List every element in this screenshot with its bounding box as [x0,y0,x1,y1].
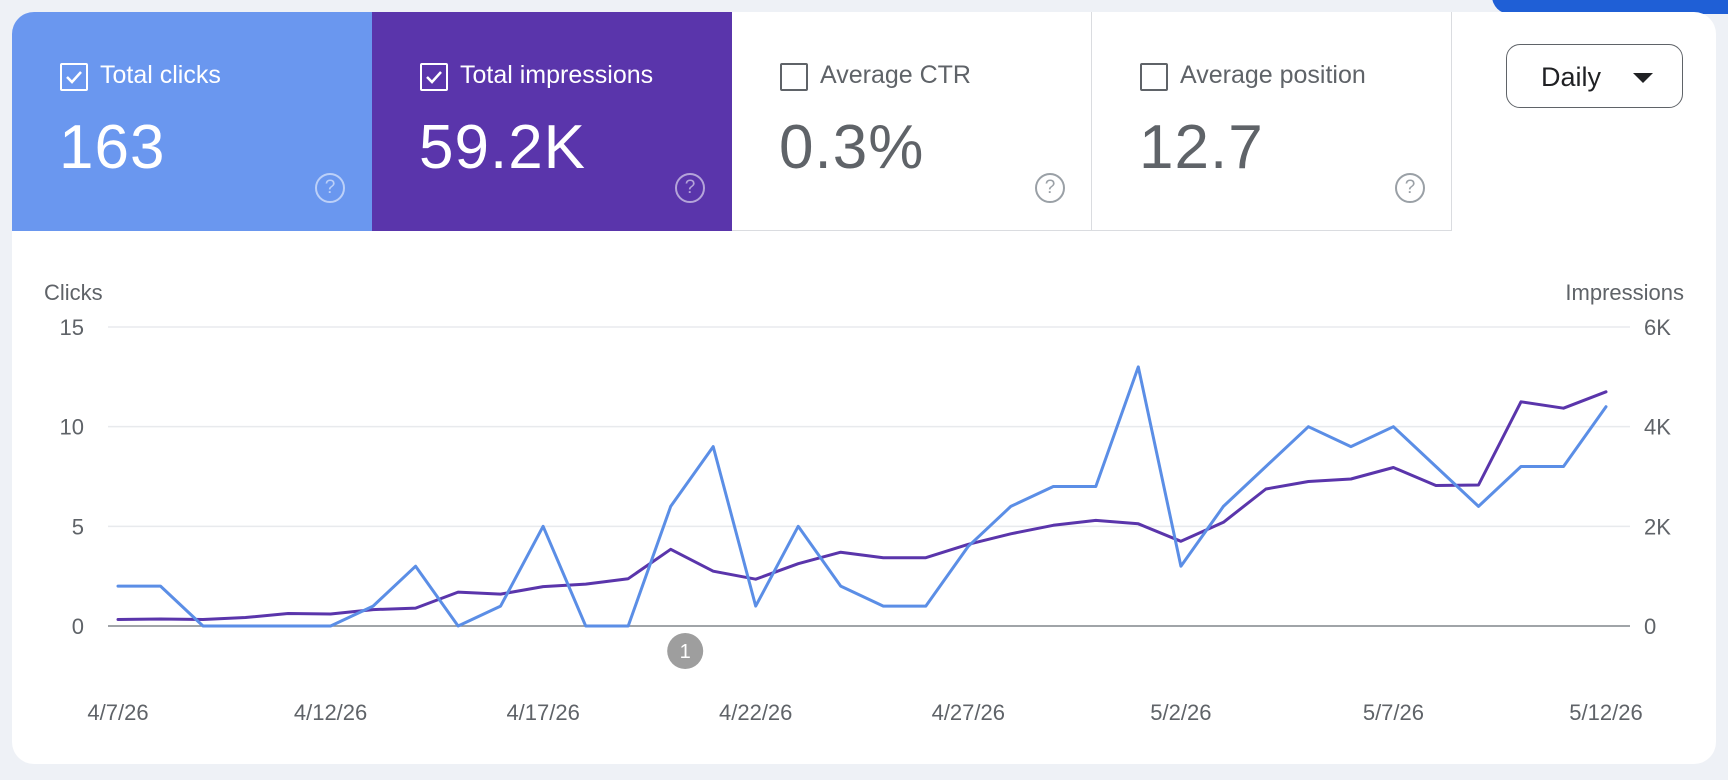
performance-chart: Clicks Impressions 15 6K 10 4K 5 2K 0 0 4/7/26 4/… [44,280,1684,725]
period-dropdown-value: Daily [1541,62,1602,92]
x-axis-tick-label: 4/17/26 [506,700,579,725]
metric-value: 12.7 [1139,113,1264,182]
x-axis-tick-label: 4/22/26 [719,700,792,725]
performance-card: Total clicks 163 ? Total impressions 59.… [12,12,1716,764]
right-axis-tick-label: 6K [1644,315,1671,340]
annotation-marker-circle [667,633,704,669]
left-axis-tick-label: 0 [72,614,84,639]
left-axis-tick-label: 10 [60,415,84,440]
checkbox-checked-icon[interactable] [60,63,88,91]
right-axis-tick-label: 4K [1644,415,1671,440]
annotation-marker[interactable]: 1 [667,633,704,669]
help-icon[interactable]: ? [1395,173,1425,203]
average-ctr-tile[interactable]: Average CTR 0.3% ? [732,12,1092,231]
help-icon[interactable]: ? [315,173,345,203]
metric-label: Total impressions [460,61,654,89]
metric-label: Average position [1180,61,1366,89]
checkbox-unchecked-icon[interactable] [780,63,808,91]
metric-value: 59.2K [419,113,587,182]
average-position-tile[interactable]: Average position 12.7 ? [1092,12,1452,231]
help-icon[interactable]: ? [675,173,705,203]
x-axis-tick-label: 5/2/26 [1150,700,1211,725]
x-axis-tick-label: 4/27/26 [932,700,1005,725]
right-axis-label: Impressions [1565,280,1684,305]
left-axis-tick-label: 15 [60,315,84,340]
right-axis-tick-label: 0 [1644,614,1656,639]
metric-label: Average CTR [820,61,971,89]
caret-down-icon [1633,73,1653,83]
metric-value: 163 [59,113,166,182]
x-axis-tick-label: 5/7/26 [1363,700,1424,725]
right-axis-tick-label: 2K [1644,514,1671,539]
total-clicks-tile[interactable]: Total clicks 163 ? [12,12,372,231]
total-impressions-tile[interactable]: Total impressions 59.2K ? [372,12,732,231]
checkbox-unchecked-icon[interactable] [1140,63,1168,91]
metric-tiles: Total clicks 163 ? Total impressions 59.… [12,12,1452,231]
x-axis-tick-label: 4/12/26 [294,700,367,725]
left-axis-tick-label: 5 [72,514,84,539]
annotation-marker-label: 1 [680,641,691,663]
checkbox-checked-icon[interactable] [420,63,448,91]
period-dropdown[interactable]: Daily [1506,44,1683,108]
top-action-button[interactable] [1492,0,1728,14]
x-axis-tick-label: 5/12/26 [1569,700,1642,725]
help-icon[interactable]: ? [1035,173,1065,203]
left-axis-label: Clicks [44,280,103,305]
metric-value: 0.3% [779,113,925,182]
metric-label: Total clicks [100,61,221,89]
series-line-clicks [116,365,1608,628]
x-axis-tick-label: 4/7/26 [87,700,148,725]
